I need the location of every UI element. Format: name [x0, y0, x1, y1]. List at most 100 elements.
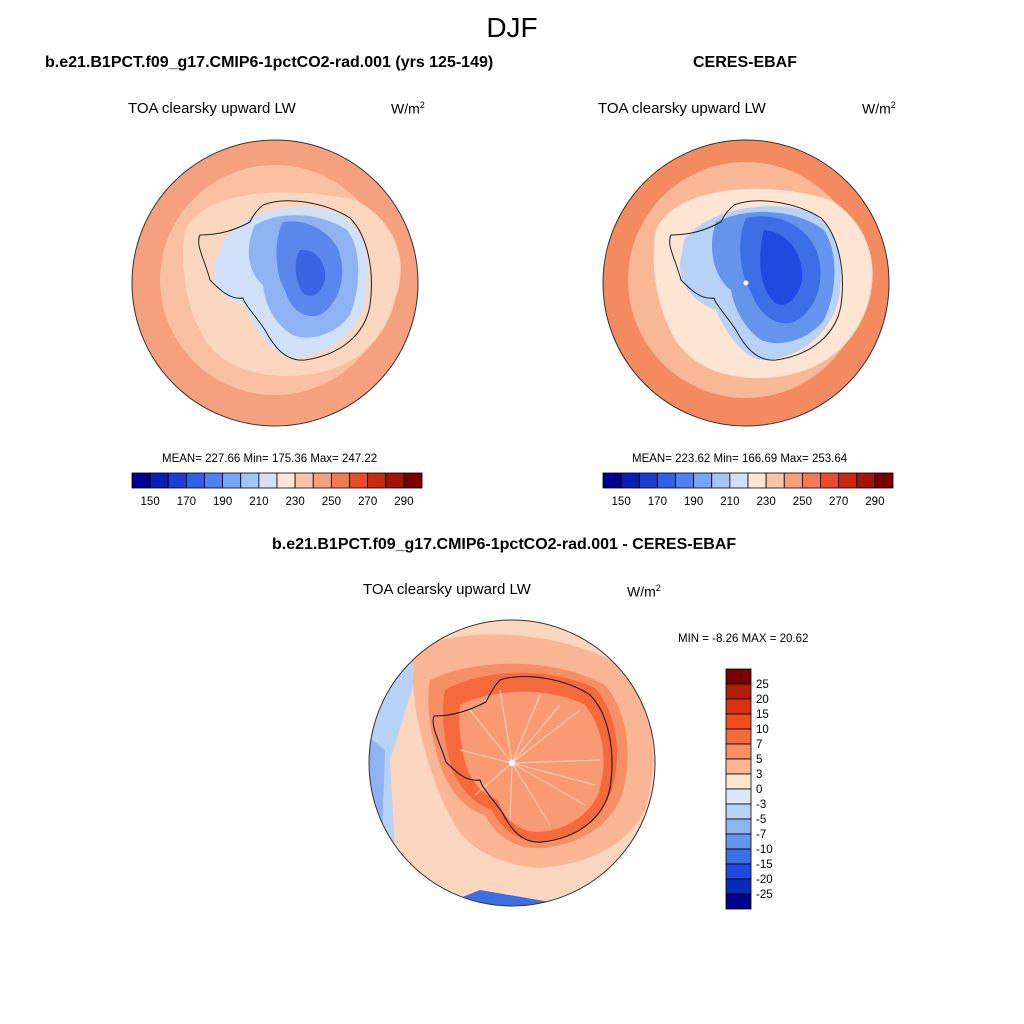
colorbar-swatch — [729, 472, 749, 489]
colorbar-swatch — [258, 472, 278, 489]
colorbar-tick-label: -15 — [756, 859, 773, 871]
panel2-map — [602, 139, 890, 427]
panel3-interior-streaks — [459, 689, 601, 826]
colorbar-swatch — [725, 878, 752, 895]
colorbar-swatch — [820, 472, 840, 489]
colorbar-tick-label: 270 — [829, 496, 848, 508]
colorbar-swatch — [838, 472, 858, 489]
colorbar-swatch — [222, 472, 242, 489]
colorbar-swatch — [693, 472, 713, 489]
colorbar-swatch — [312, 472, 332, 489]
colorbar-swatch — [725, 758, 752, 775]
colorbar-swatch — [783, 472, 803, 489]
colorbar-tick-label: 25 — [756, 679, 769, 691]
panel1-variable: TOA clearsky upward LW — [128, 100, 296, 117]
panel3-title: b.e21.B1PCT.f09_g17.CMIP6-1pctCO2-rad.00… — [272, 536, 737, 553]
colorbar-tick-label: -3 — [756, 799, 766, 811]
panel2-colorbar: 150 170 190 210 230 250 270 290 — [602, 472, 894, 508]
colorbar-swatch — [602, 472, 622, 489]
colorbar-tick-label: 210 — [249, 496, 268, 508]
colorbar-swatch — [725, 788, 752, 805]
colorbar-tick-label: 150 — [612, 496, 631, 508]
panel1-coastline — [198, 200, 372, 361]
colorbar-swatch — [747, 472, 767, 489]
colorbar-tick-label: 290 — [394, 496, 413, 508]
colorbar-swatch — [349, 472, 369, 489]
panel1-continent-darkest — [295, 249, 326, 296]
colorbar-swatch — [725, 773, 752, 790]
colorbar-tick-label: 190 — [213, 496, 232, 508]
colorbar-tick-label: 230 — [286, 496, 305, 508]
colorbar-tick-label: 250 — [793, 496, 812, 508]
colorbar-swatch — [725, 863, 752, 880]
colorbar-swatch — [240, 472, 260, 489]
colorbar-tick-label: 7 — [756, 739, 762, 751]
panel1-colorbar-boxes — [131, 472, 423, 489]
colorbar-swatch — [725, 848, 752, 865]
colorbar-swatch — [385, 472, 405, 489]
colorbar-tick-label: 230 — [757, 496, 776, 508]
panel3-stats: MIN = -8.26 MAX = 20.62 — [678, 633, 809, 645]
colorbar-tick-label: 150 — [141, 496, 160, 508]
colorbar-swatch — [403, 472, 423, 489]
colorbar-tick-label: 0 — [756, 784, 762, 796]
panel2-pole-gap — [743, 280, 749, 286]
panel1-colorbar: 150 170 190 210 230 250 270 290 — [131, 472, 423, 508]
colorbar-swatch — [725, 728, 752, 745]
colorbar-swatch — [367, 472, 387, 489]
colorbar-tick-label: -20 — [756, 874, 773, 886]
panel3-map-border — [368, 619, 656, 907]
colorbar-tick-label: 290 — [865, 496, 884, 508]
colorbar-swatch — [725, 893, 752, 910]
panel2-title: CERES-EBAF — [693, 54, 798, 71]
panel3-colorbar: 25 20 15 10 7 5 3 0 -3 -5 -7 -10 -15 -20 -25 — [725, 668, 773, 910]
panel2-colorbar-boxes — [602, 472, 894, 489]
colorbar-swatch — [725, 683, 752, 700]
colorbar-tick-label: 170 — [177, 496, 196, 508]
colorbar-swatch — [204, 472, 224, 489]
colorbar-swatch — [711, 472, 731, 489]
panel1-map-border — [131, 139, 419, 427]
colorbar-tick-label: 170 — [648, 496, 667, 508]
panel3-variable: TOA clearsky upward LW — [363, 581, 531, 598]
colorbar-swatch — [856, 472, 876, 489]
panel1-map — [131, 139, 419, 427]
colorbar-swatch — [276, 472, 296, 489]
colorbar-swatch — [725, 713, 752, 730]
colorbar-swatch — [725, 833, 752, 850]
panel1-colorbar-ticks: 150 170 190 210 230 250 270 290 — [141, 496, 414, 508]
colorbar-tick-label: 3 — [756, 769, 762, 781]
panel1-title: b.e21.B1PCT.f09_g17.CMIP6-1pctCO2-rad.00… — [45, 54, 494, 71]
colorbar-tick-label: 270 — [358, 496, 377, 508]
colorbar-tick-label: 250 — [322, 496, 341, 508]
colorbar-swatch — [149, 472, 169, 489]
colorbar-tick-label: -10 — [756, 844, 773, 856]
panel1-units: W/m2 — [391, 100, 425, 117]
colorbar-tick-label: 10 — [756, 724, 769, 736]
colorbar-swatch — [725, 668, 752, 685]
colorbar-swatch — [656, 472, 676, 489]
panel3-coastline — [432, 675, 613, 843]
panel1-stats: MEAN= 227.66 Min= 175.36 Max= 247.22 — [162, 453, 378, 465]
colorbar-tick-label: -5 — [756, 814, 766, 826]
colorbar-tick-label: -7 — [756, 829, 766, 841]
panel2-stats: MEAN= 223.62 Min= 166.69 Max= 253.64 — [632, 453, 848, 465]
colorbar-swatch — [675, 472, 695, 489]
colorbar-tick-label: 15 — [756, 709, 769, 721]
colorbar-tick-label: -25 — [756, 889, 773, 901]
colorbar-swatch — [638, 472, 658, 489]
colorbar-swatch — [874, 472, 894, 489]
panel3-map — [368, 619, 656, 907]
panel2-units: W/m2 — [862, 100, 896, 117]
colorbar-tick-label: 20 — [756, 694, 769, 706]
panel2-colorbar-ticks: 150 170 190 210 230 250 270 290 — [612, 496, 885, 508]
panel3-pole-gap — [509, 760, 515, 766]
colorbar-tick-label: 190 — [684, 496, 703, 508]
panel2-variable: TOA clearsky upward LW — [598, 100, 766, 117]
colorbar-swatch — [765, 472, 785, 489]
colorbar-swatch — [725, 743, 752, 760]
panel3-units: W/m2 — [627, 583, 661, 600]
colorbar-swatch — [725, 803, 752, 820]
colorbar-swatch — [330, 472, 350, 489]
panel2-coastline — [669, 200, 843, 361]
